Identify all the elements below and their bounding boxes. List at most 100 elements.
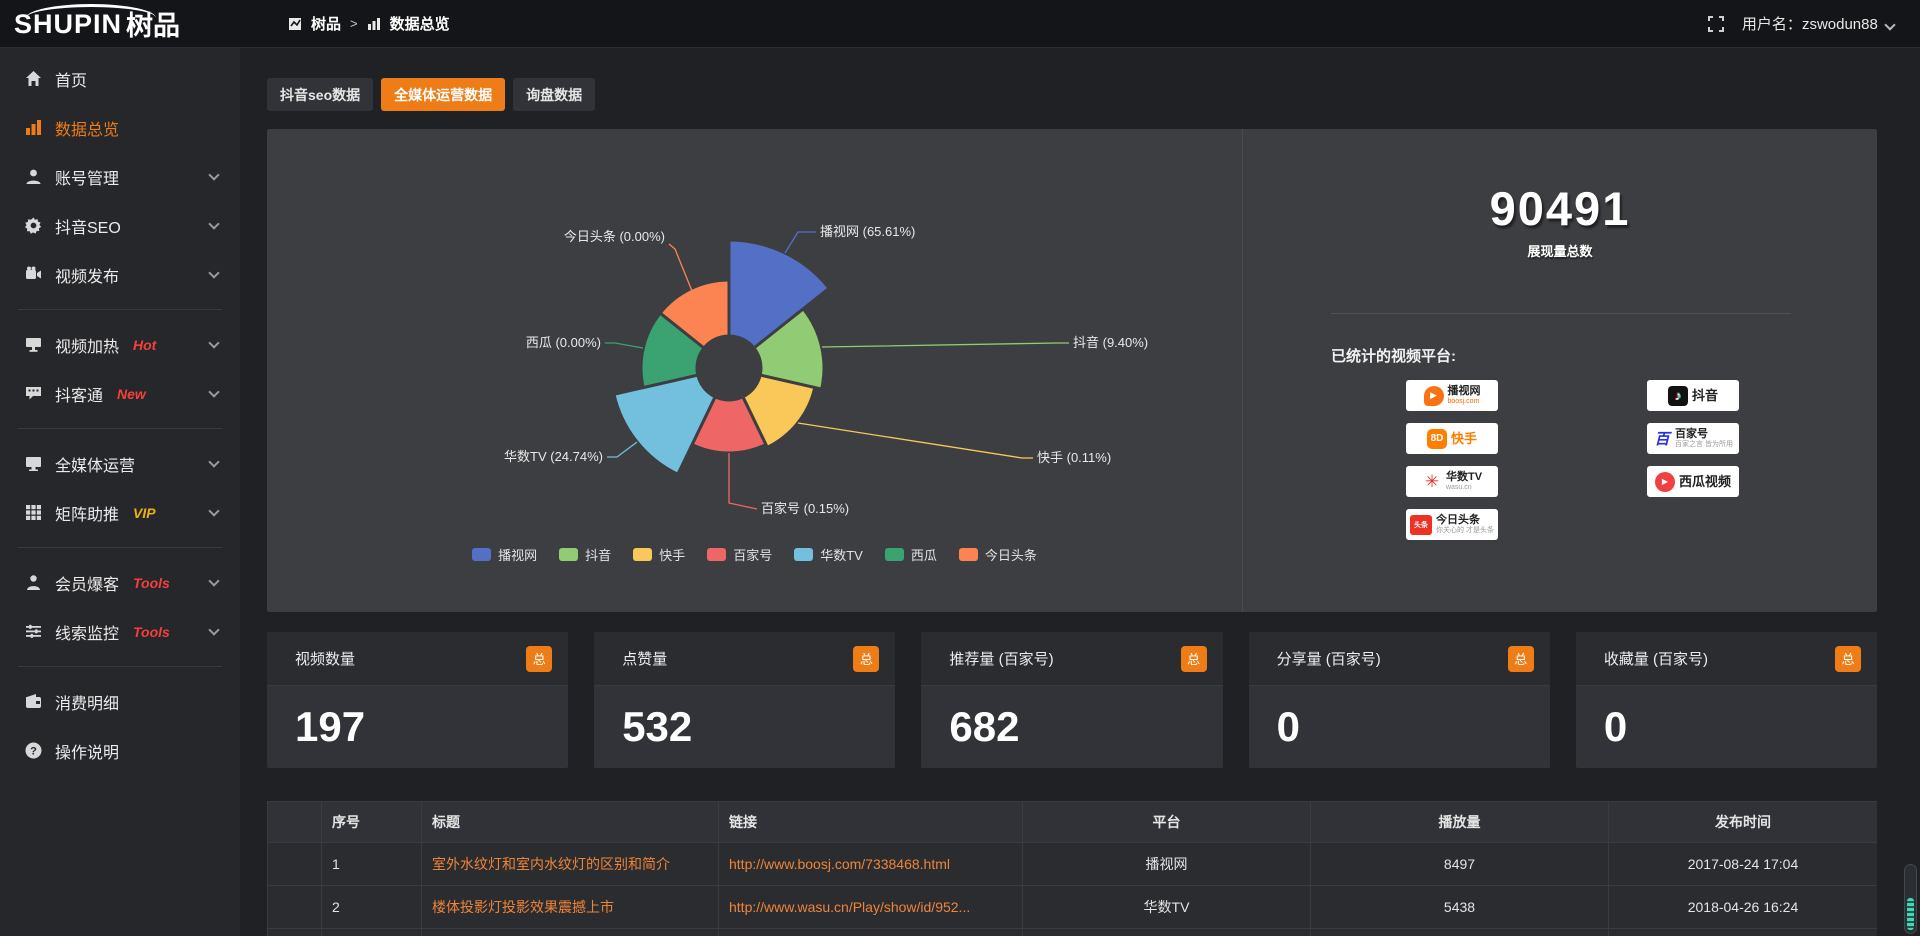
top-bar: SHUPIN 树品 树品 > 数据总览 用户名：zswodun88 bbox=[0, 0, 1920, 48]
pie-label-line-快手 bbox=[797, 422, 1033, 459]
cell-link[interactable]: http://www.boosj.com/7338468.html bbox=[718, 842, 1023, 886]
sidebar-item-label: 账号管理 bbox=[55, 170, 120, 188]
main-content: 抖音seo数据 全媒体运营数据 询盘数据 播视网 (65.61%) 抖音 (9.40%… bbox=[240, 48, 1920, 936]
cell-platform: 播视网 bbox=[1022, 842, 1311, 886]
sidebar-item-视频发布[interactable]: 视频发布 bbox=[0, 250, 240, 299]
platform-badge-快手: 8D 快手 bbox=[1406, 423, 1498, 454]
breadcrumb-current-icon bbox=[367, 17, 380, 30]
legend-label: 西瓜 bbox=[910, 548, 937, 563]
stat-card-value: 197 bbox=[295, 703, 366, 750]
scrollbar[interactable] bbox=[1904, 864, 1917, 934]
legend-item-西瓜[interactable]: 西瓜 bbox=[884, 545, 937, 564]
cell-plays: 8497 bbox=[1310, 842, 1609, 886]
stat-card-value: 532 bbox=[622, 703, 693, 750]
select-all-cell bbox=[267, 801, 322, 843]
platform-badge-sub: boosj.com bbox=[1447, 398, 1480, 405]
sidebar-item-tag: New bbox=[117, 385, 146, 402]
tab-抖音seo数据[interactable]: 抖音seo数据 bbox=[267, 78, 374, 111]
sidebar-item-抖客通[interactable]: 抖客通 New bbox=[0, 369, 240, 418]
stat-card-value: 0 bbox=[1276, 703, 1300, 750]
legend-label: 华数TV bbox=[820, 548, 863, 563]
username-area[interactable]: 用户名：zswodun88 bbox=[1742, 13, 1896, 34]
tab-询盘数据[interactable]: 询盘数据 bbox=[513, 78, 596, 111]
table-row: 2 楼体投影灯投影效果震撼上市 http://www.wasu.cn/Play/sh… bbox=[267, 885, 1877, 929]
sidebar-item-会员爆客[interactable]: 会员爆客 Tools bbox=[0, 558, 240, 607]
stat-card-body: 0 bbox=[1248, 686, 1550, 768]
sidebar-item-消费明细[interactable]: 消费明细 bbox=[0, 677, 240, 726]
legend-label: 今日头条 bbox=[984, 548, 1037, 563]
pie-slice-抖音[interactable] bbox=[751, 306, 826, 391]
breadcrumb-root[interactable]: 树品 bbox=[311, 16, 342, 33]
sidebar-item-账号管理[interactable]: 账号管理 bbox=[0, 152, 240, 201]
sidebar-item-label: 视频加热 bbox=[55, 338, 120, 356]
toutiao-logo-icon: 头条 bbox=[1410, 514, 1433, 535]
cell-time: 2017-08-24 17:04 bbox=[1608, 842, 1877, 886]
legend-item-今日头条[interactable]: 今日头条 bbox=[958, 545, 1037, 564]
col-header-平台: 平台 bbox=[1022, 801, 1311, 843]
username-value: zswodun88 bbox=[1801, 16, 1878, 33]
legend-swatch bbox=[472, 548, 492, 561]
logo-arc-decor bbox=[26, 3, 156, 18]
stat-cards-row: 视频数量总 197 点赞量总 532 推荐量 (百家号) 总 682 分享量 (百家号) 总 0 收… bbox=[267, 632, 1878, 768]
tab-全媒体运营数据[interactable]: 全媒体运营数据 bbox=[381, 78, 506, 111]
sidebar-item-线索监控[interactable]: 线索监控 Tools bbox=[0, 607, 240, 656]
pie-slice-华数TV[interactable] bbox=[612, 373, 718, 477]
pie-slice-西瓜[interactable] bbox=[639, 310, 707, 390]
legend-item-快手[interactable]: 快手 bbox=[633, 545, 685, 564]
pie-label-line-播视网 bbox=[784, 231, 816, 254]
wallet-icon bbox=[25, 693, 42, 710]
user2-icon bbox=[25, 574, 42, 591]
col-header-链接: 链接 bbox=[718, 801, 1023, 843]
fullscreen-icon[interactable] bbox=[1707, 15, 1724, 32]
cell-title[interactable]: 室外水纹灯和室内水纹灯的区别和简介 bbox=[421, 842, 719, 886]
chevron-down-icon bbox=[208, 623, 220, 636]
pie-slice-百家号[interactable] bbox=[690, 394, 768, 455]
sidebar-item-数据总览[interactable]: 数据总览 bbox=[0, 103, 240, 152]
sidebar-item-label: 会员爆客 bbox=[55, 576, 120, 594]
total-badge: 总 bbox=[1835, 645, 1862, 672]
cell-title[interactable]: 楼体投影灯投影效果震撼上市 bbox=[421, 885, 719, 929]
scrollbar-thumb[interactable] bbox=[1907, 898, 1914, 930]
legend-item-百家号[interactable]: 百家号 bbox=[707, 545, 772, 564]
sidebar-item-label: 视频发布 bbox=[55, 268, 120, 286]
breadcrumb: 树品 > 数据总览 bbox=[240, 13, 450, 34]
legend-item-播视网[interactable]: 播视网 bbox=[472, 545, 537, 564]
legend-item-华数TV[interactable]: 华数TV bbox=[794, 545, 863, 564]
total-badge: 总 bbox=[1180, 645, 1207, 672]
pie-label-快手: 快手 (0.11%) bbox=[1037, 450, 1111, 465]
sidebar-divider bbox=[18, 428, 222, 429]
stat-card-label: 点赞量 bbox=[622, 651, 668, 668]
stat-card-header: 分享量 (百家号) 总 bbox=[1248, 632, 1550, 686]
sidebar-item-首页[interactable]: 首页 bbox=[0, 54, 240, 103]
total-badge: 总 bbox=[1507, 645, 1534, 672]
platform-badge-name: 快手 bbox=[1450, 431, 1477, 446]
stat-card-点赞量: 点赞量 总 532 bbox=[594, 632, 896, 768]
wasu-logo-icon: ✳ bbox=[1424, 471, 1440, 491]
chevron-down-icon bbox=[208, 385, 220, 398]
sidebar-item-矩阵助推[interactable]: 矩阵助推 VIP bbox=[0, 488, 240, 537]
sidebar-item-视频加热[interactable]: 视频加热 Hot bbox=[0, 320, 240, 369]
video-icon bbox=[25, 266, 42, 283]
breadcrumb-current[interactable]: 数据总览 bbox=[389, 16, 450, 33]
pie-label-播视网: 播视网 (65.61%) bbox=[820, 224, 915, 239]
sidebar-item-全媒体运营[interactable]: 全媒体运营 bbox=[0, 439, 240, 488]
stat-card-推荐量 (百家号): 推荐量 (百家号) 总 682 bbox=[921, 632, 1223, 768]
cell-link[interactable]: http://www.wasu.cn/Play/show/id/952... bbox=[718, 885, 1023, 929]
table-row-partial bbox=[267, 928, 1877, 936]
legend-item-抖音[interactable]: 抖音 bbox=[559, 545, 611, 564]
sidebar-item-操作说明[interactable]: ? 操作说明 bbox=[0, 726, 240, 775]
sidebar-item-抖音SEO[interactable]: 抖音SEO bbox=[0, 201, 240, 250]
platform-badges: ▶ 播视网 boosj.com ♪ 抖音 8D 快手百百家号 百家之言 皆为所用 ✳ 华数TV wa… bbox=[1406, 380, 1739, 540]
legend-label: 快手 bbox=[659, 548, 686, 563]
sidebar-divider bbox=[18, 666, 222, 667]
chevron-down-icon bbox=[208, 336, 220, 349]
pie-label-line-华数TV bbox=[607, 441, 638, 458]
stat-card-视频数量: 视频数量 总 197 bbox=[267, 632, 569, 768]
pie-slice-播视网[interactable] bbox=[727, 238, 832, 351]
pie-slice-今日头条[interactable] bbox=[658, 278, 731, 351]
stat-card-label: 分享量 (百家号) bbox=[1276, 651, 1381, 668]
svg-text:?: ? bbox=[30, 746, 37, 758]
pie-slice-快手[interactable] bbox=[740, 373, 817, 450]
gear-icon bbox=[25, 217, 42, 234]
